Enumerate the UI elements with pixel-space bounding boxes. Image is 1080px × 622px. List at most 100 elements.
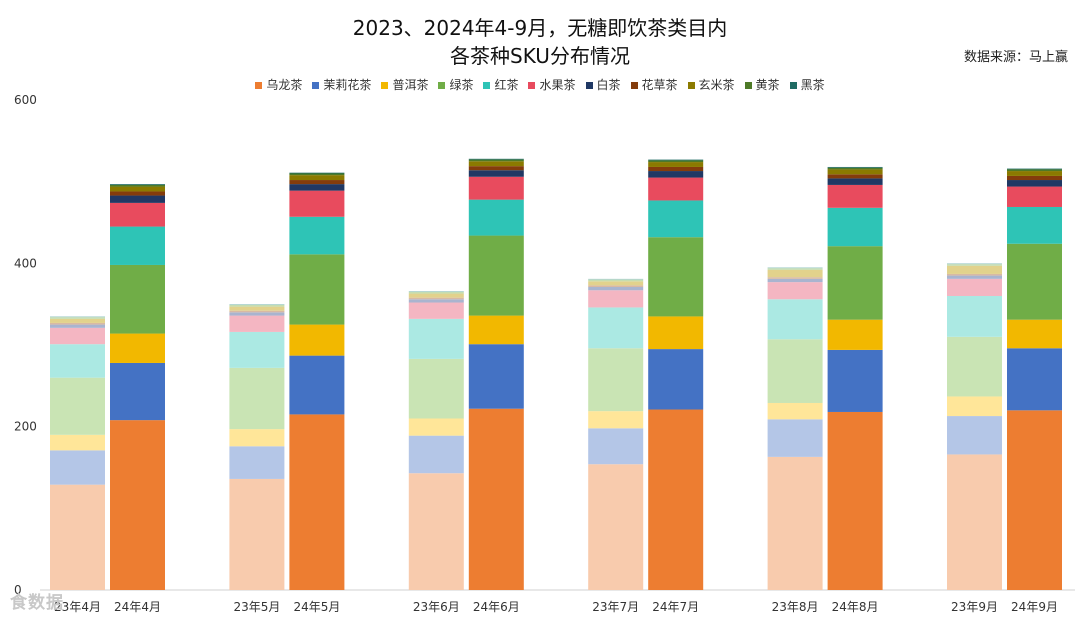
bar-segment [947,273,1002,276]
bar-segment [947,396,1002,417]
bar-segment [289,173,345,176]
legend-swatch [255,82,263,89]
bar-segment [110,186,165,192]
bar-segment [50,322,105,325]
y-tick-label: 0 [14,583,22,597]
bar-segment [229,446,285,479]
legend-swatch [528,82,536,89]
x-tick-label: 23年7月 [592,600,639,614]
bar-segment [408,435,464,474]
bar-segment [767,267,823,269]
bar-segment [110,264,165,334]
bar-segment [50,377,105,435]
bar-segment [1007,171,1062,176]
bar-segment [229,306,285,311]
bar-segment [947,263,1002,265]
bar-segment [588,464,644,590]
bar-segment [1007,169,1062,172]
legend-label: 黄茶 [755,78,780,92]
legend-swatch [438,82,446,89]
bar-segment [648,316,704,350]
bar-segment [468,159,524,162]
bar-segment [1007,206,1062,244]
bar-segment [229,331,285,368]
legend-item: 黄茶 [744,76,780,93]
x-tick-label: 23年4月 [54,600,101,614]
bar-segment [827,246,883,320]
bar-segment [468,158,524,160]
bar-segment [767,268,823,270]
bar-segment [827,178,883,185]
bar-segment [827,167,883,170]
legend-swatch [585,82,593,89]
bar-segment [827,207,883,247]
bar-segment [229,312,285,316]
bar-segment [947,336,1002,397]
bar-segment [1007,410,1062,590]
x-tick-label: 24年7月 [652,600,699,614]
bar-segment [408,291,464,292]
bar-segment [229,429,285,447]
bar-segment [289,355,345,415]
x-tick-label: 23年6月 [413,600,460,614]
bar-segment [827,166,883,168]
legend-item: 乌龙茶 [255,76,302,93]
bar-segment [648,171,704,178]
bar-segment [1007,168,1062,170]
x-tick-label: 24年6月 [473,600,520,614]
chart-subtitle: 各茶种SKU分布情况 [450,44,630,68]
legend-item: 普洱茶 [381,76,428,93]
legend-label: 普洱茶 [392,78,429,92]
bar-segment [110,195,165,203]
bar-segment [588,307,644,349]
bar-segment [767,456,823,590]
bar-segment [408,473,464,590]
bar-segment [767,402,823,420]
bar-segment [408,418,464,436]
bar-segment [648,200,704,238]
bar-segment [229,310,285,313]
bar-segment [767,278,823,283]
bar-segment [50,316,105,318]
bar-segment [289,175,345,181]
bar-segment [50,324,105,328]
bar-segment [827,349,883,412]
bar-segment [110,333,165,363]
bar-segment [588,428,644,465]
bar-segment [588,287,644,291]
bar-segment [468,166,524,171]
legend-item: 花草茶 [630,76,678,93]
bar-segment [1007,348,1062,411]
bar-segment [289,180,345,185]
bar-segment [947,416,1002,455]
legend-swatch [744,82,752,89]
bar-segment [947,264,1002,266]
x-tick-label: 24年8月 [832,600,879,614]
bar-segment [648,160,704,163]
bar-segment [648,237,704,317]
bar-segment [648,349,704,410]
legend-label: 黑茶 [800,78,825,92]
bar-segment [408,318,464,359]
x-tick-label: 23年9月 [951,600,998,614]
bar-segment [947,265,1002,274]
legend-swatch [381,82,389,89]
watermark-logo: 食数据 [10,593,64,613]
legend-item: 白茶 [585,76,621,93]
bar-segment [289,324,345,356]
bar-segment [468,176,524,200]
bar-segment [289,190,345,217]
bar-segment [468,170,524,177]
y-tick-label: 200 [14,420,37,434]
bar-segment [229,315,285,332]
bar-segment [50,318,105,323]
bar-segment [827,169,883,175]
bar-segment [648,166,704,172]
bar-segment [1007,180,1062,187]
bar-segment [110,362,165,421]
legend-label: 红茶 [494,78,519,92]
bar-segment [827,411,883,590]
legend-label: 茉莉花茶 [323,78,372,92]
bar-segment [408,293,464,298]
